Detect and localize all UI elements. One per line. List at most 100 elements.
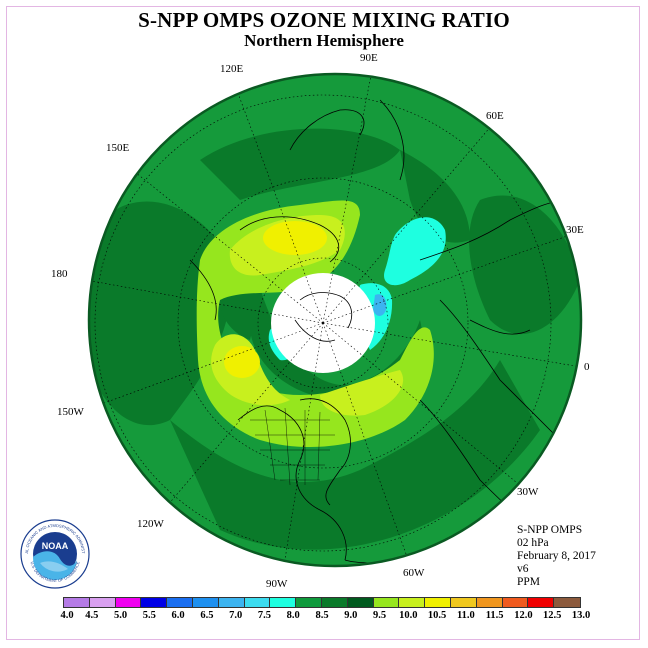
info-version: v6 <box>517 563 529 575</box>
dark-band-east <box>469 195 580 335</box>
colorbar-segment <box>554 598 580 607</box>
colorbar-label: 10.5 <box>427 610 447 621</box>
map-title: S-NPP OMPS OZONE MIXING RATIO <box>138 8 510 32</box>
lon-label-30e: 30E <box>566 224 584 236</box>
lon-label-30w: 30W <box>517 486 539 498</box>
us-state-lines-h <box>250 419 335 481</box>
info-block: S-NPP OMPS 02 hPa February 8, 2017 v6 PP… <box>517 524 596 589</box>
ozone-max-north <box>263 221 327 255</box>
asia-pacific-coast <box>289 109 365 151</box>
info-instrument: S-NPP OMPS <box>517 524 583 536</box>
meridian-120w <box>154 322 324 521</box>
dark-band-northeast <box>400 150 470 243</box>
colorbar-label: 7.5 <box>257 610 271 621</box>
colorbar-label: 9.5 <box>372 610 387 621</box>
lon-label-120w: 120W <box>137 518 164 530</box>
colorbar-segment <box>321 598 348 607</box>
meridian-150e <box>119 159 324 324</box>
colorbar-segment <box>399 598 426 607</box>
colorbar-segment <box>167 598 193 607</box>
colorbar-segment <box>115 598 142 607</box>
latitude-ring-50 <box>177 177 469 469</box>
lon-label-120e: 120E <box>220 63 244 75</box>
lon-label-180: 180 <box>51 268 68 280</box>
noaa-logo-icon: NOAA NATIONAL OCEANIC AND ATMOSPHERIC AD… <box>20 519 90 589</box>
colorbar-segment <box>528 598 555 607</box>
lon-label-60e: 60E <box>486 110 504 122</box>
colorbar-segment <box>373 598 400 607</box>
colorbar-segment <box>502 598 529 607</box>
colorbar-segment <box>425 598 451 607</box>
latitude-ring-30 <box>94 94 552 552</box>
lon-label-150e: 150E <box>106 142 130 154</box>
dark-band-polar-ring <box>250 270 423 401</box>
meridian-90e <box>322 74 373 324</box>
europe-coast <box>469 319 531 335</box>
colorbar-label: 4.0 <box>60 610 74 621</box>
colorbar-label: 6.5 <box>200 610 214 621</box>
africa-europe-coast <box>439 299 561 441</box>
lon-label-0: 0 <box>584 361 590 373</box>
coastlines <box>189 99 571 566</box>
colorbar-label: 11.0 <box>456 610 475 621</box>
colorbar-segment <box>218 598 245 607</box>
lon-label-90w: 90W <box>266 578 288 590</box>
siberia-coast <box>239 216 340 263</box>
colorbar-label: 9.0 <box>344 610 358 621</box>
colorbar-segment <box>450 598 477 607</box>
dark-band-north <box>200 128 400 200</box>
info-pressure: 02 hPa <box>517 537 549 549</box>
colorbar-label: 10.0 <box>399 610 418 621</box>
meridian-30w <box>322 322 523 488</box>
ozone-field <box>89 74 581 566</box>
alaska-coast <box>189 259 217 321</box>
lon-label-150w: 150W <box>57 406 84 418</box>
east-asia-coast <box>379 99 405 181</box>
ozone-max-west <box>224 346 260 378</box>
colorbar-label: 4.5 <box>85 610 99 621</box>
colorbar-segment <box>141 598 168 607</box>
north-america-east-coast <box>299 398 351 506</box>
ozone-low-east <box>384 217 446 286</box>
colorbar-segment <box>270 598 297 607</box>
lon-label-90e: 90E <box>360 52 378 64</box>
lon-label-60w: 60W <box>403 567 425 579</box>
north-america-west-coast <box>237 405 347 561</box>
colorbar-label: 12.5 <box>543 610 562 621</box>
colorbar <box>63 597 581 608</box>
dark-band-west <box>89 201 232 425</box>
colorbar-segment <box>296 598 322 607</box>
us-state-lines-v <box>264 407 321 486</box>
colorbar-label: 12.0 <box>514 610 533 621</box>
meridian-90w <box>281 322 324 566</box>
colorbar-segment <box>64 598 90 607</box>
map-disc-border <box>87 72 583 568</box>
colorbar-segment <box>192 598 219 607</box>
logo-text: NOAA <box>42 541 69 551</box>
colorbar-label: 13.0 <box>571 610 591 621</box>
meridian-60e <box>322 124 493 324</box>
greenland-outline <box>294 319 336 342</box>
colorbar-segment <box>89 598 116 607</box>
colorbar-label: 8.0 <box>286 610 300 621</box>
info-units: PPM <box>517 576 541 588</box>
ozone-low-blue <box>373 294 387 316</box>
dark-band-south <box>170 360 540 550</box>
colorbar-segment <box>476 598 503 607</box>
map-subtitle: Northern Hemisphere <box>244 31 404 50</box>
colorbar-label: 11.5 <box>485 610 504 621</box>
graticule <box>89 74 581 566</box>
colorbar-label: 6.0 <box>171 610 185 621</box>
political-borders <box>250 407 335 486</box>
colorbar-label: 8.5 <box>315 610 329 621</box>
page-frame <box>6 6 640 640</box>
colorbar-label: 7.0 <box>229 610 243 621</box>
colorbar-segment <box>244 598 271 607</box>
colorbar-segment <box>347 598 374 607</box>
latitude-ring-70 <box>257 257 389 389</box>
colorbar-label: 5.5 <box>142 610 156 621</box>
ozone-band-10-10.5-south <box>320 370 404 416</box>
arctic-islands <box>299 292 353 329</box>
colorbar-label: 5.0 <box>113 610 128 621</box>
